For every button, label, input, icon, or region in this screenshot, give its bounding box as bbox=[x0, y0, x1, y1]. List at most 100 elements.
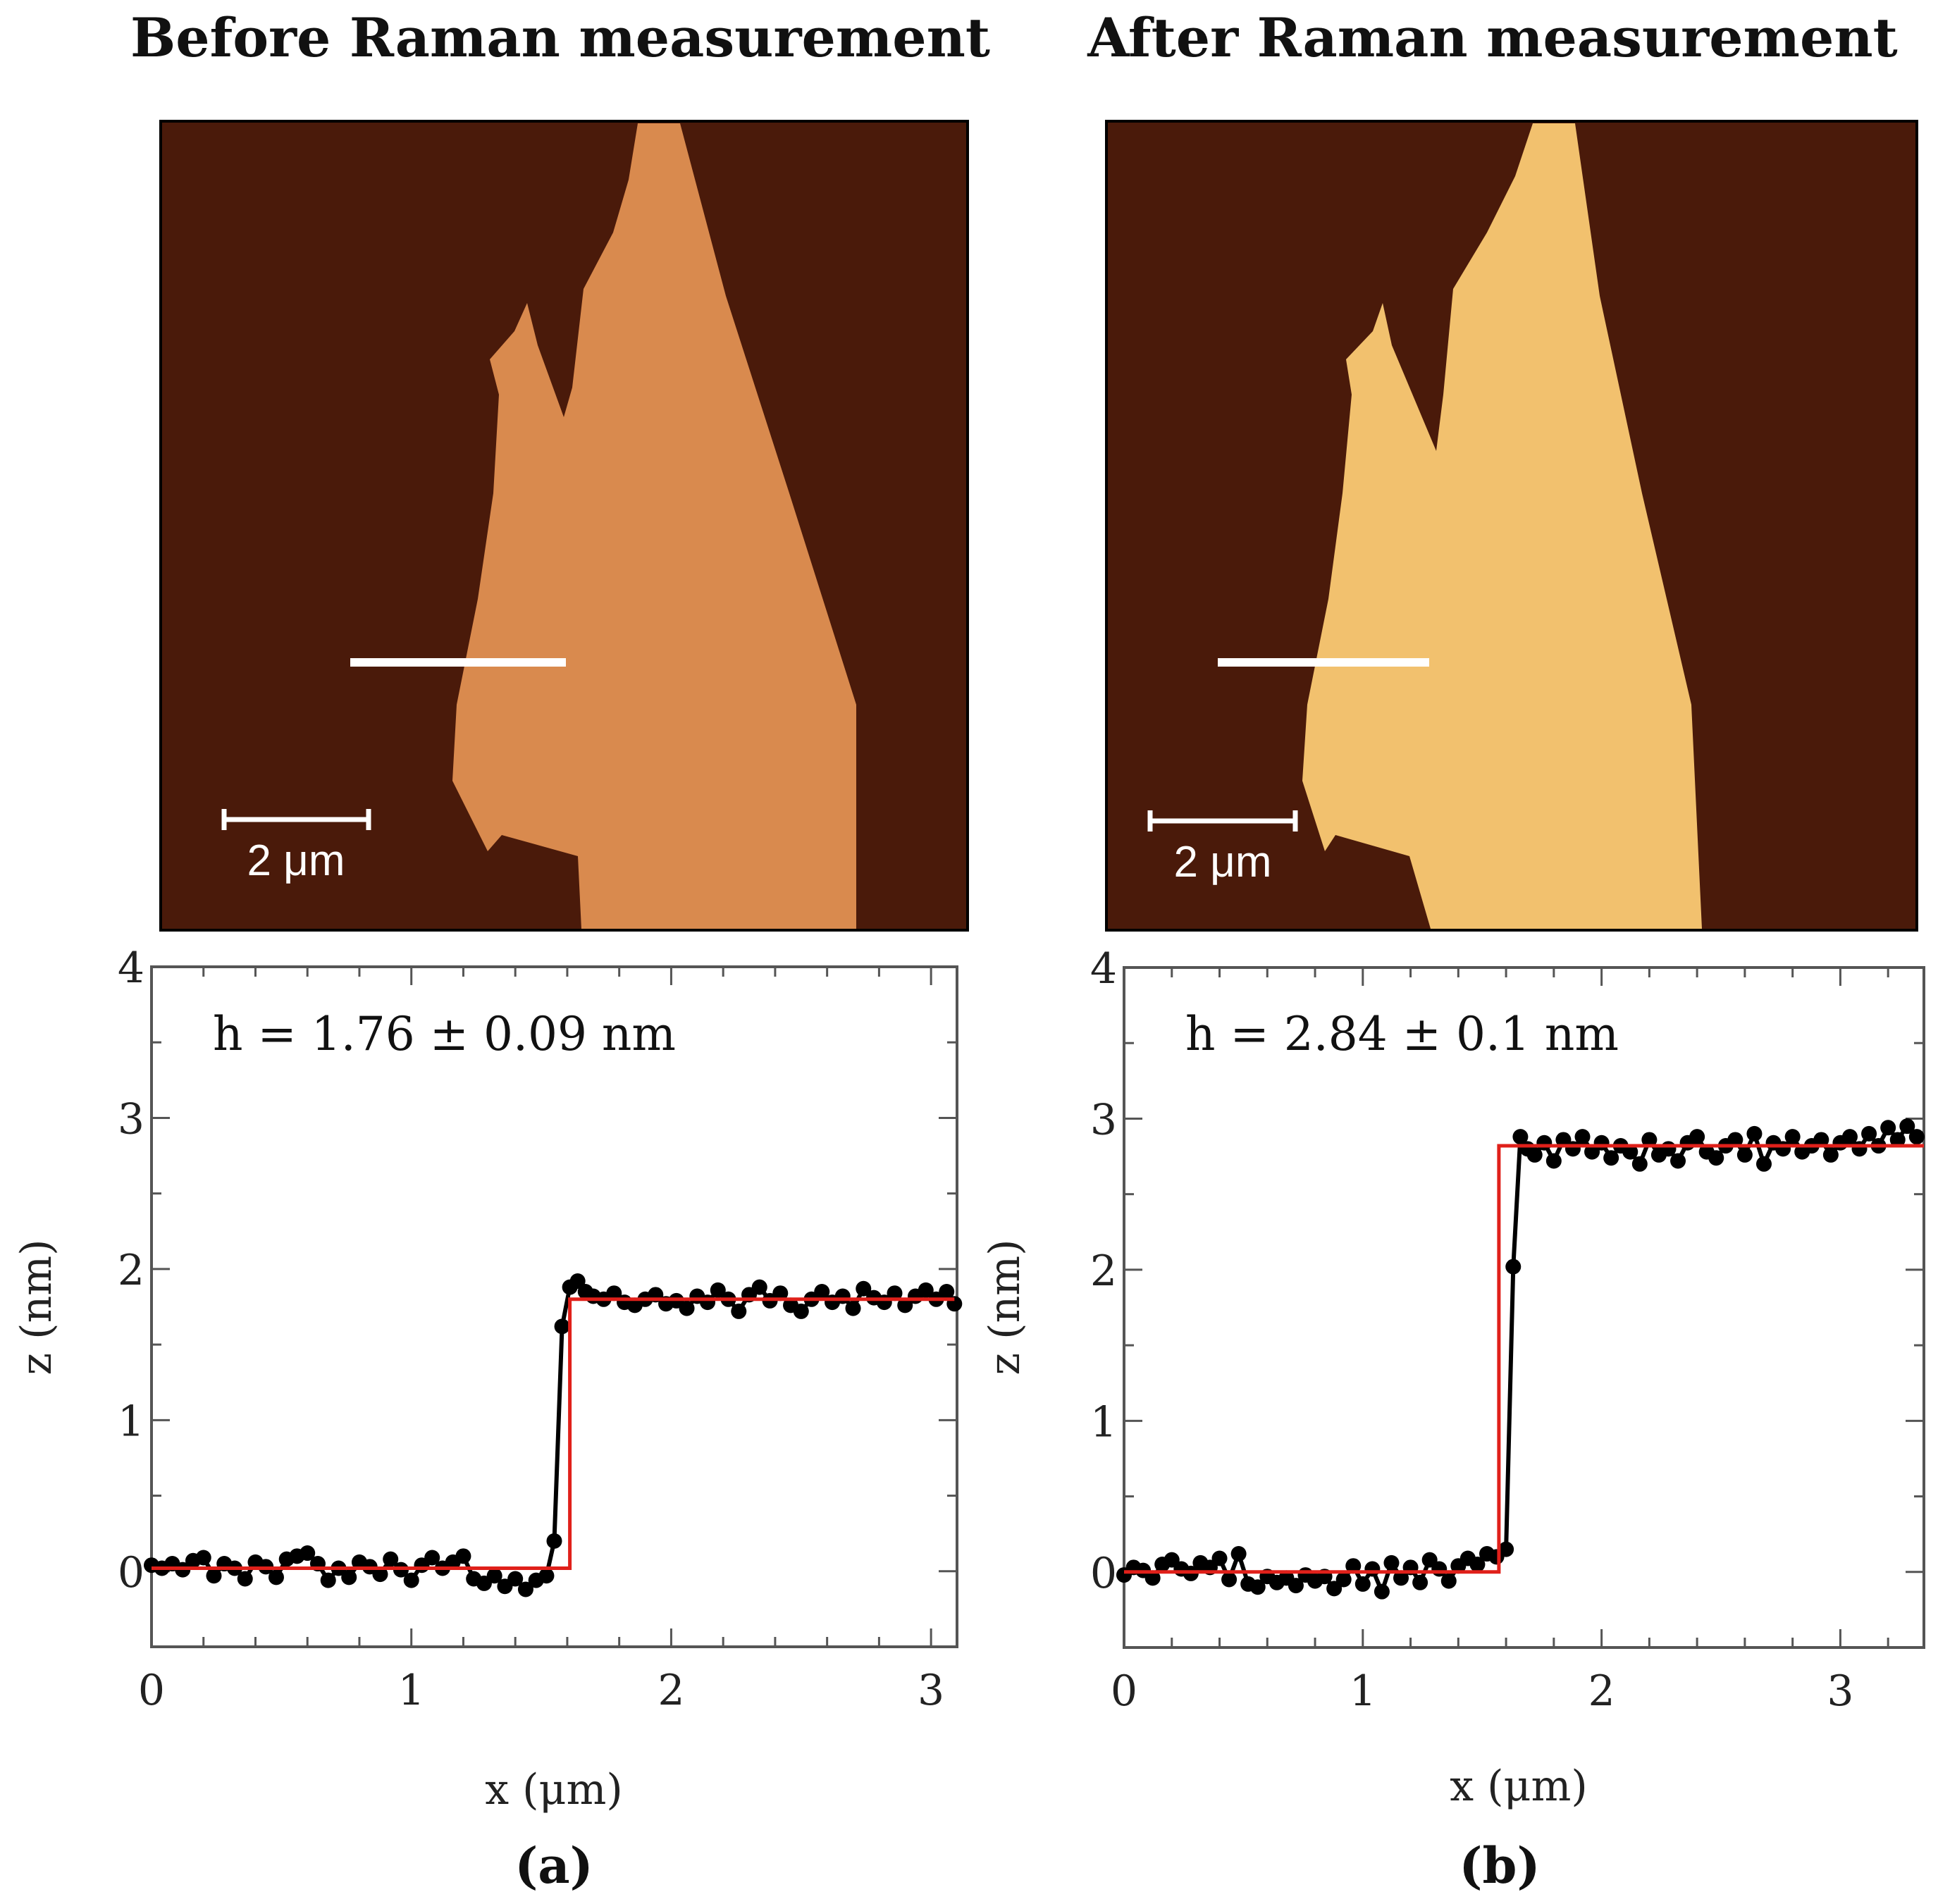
y-tick-label: 1 bbox=[1090, 1397, 1117, 1447]
data-point bbox=[237, 1571, 253, 1587]
data-point bbox=[1670, 1153, 1686, 1169]
data-point bbox=[1660, 1141, 1677, 1157]
afm-image-after: 2 μm bbox=[1105, 120, 1918, 932]
title-before: Before Raman measurement bbox=[130, 6, 990, 69]
y-tick-label: 1 bbox=[118, 1397, 144, 1446]
title-after: After Raman measurement bbox=[1087, 6, 1897, 69]
data-point bbox=[772, 1285, 789, 1302]
data-point bbox=[710, 1282, 726, 1298]
data-point bbox=[1469, 1557, 1486, 1573]
data-point bbox=[1221, 1571, 1238, 1588]
data-point bbox=[1144, 1570, 1161, 1586]
tick-marks bbox=[150, 965, 957, 1648]
data-point bbox=[1564, 1141, 1581, 1157]
data-point bbox=[834, 1288, 851, 1304]
data-point bbox=[1784, 1129, 1801, 1145]
data-point bbox=[1841, 1129, 1858, 1145]
data-point bbox=[1641, 1132, 1658, 1148]
data-point bbox=[1689, 1129, 1705, 1145]
data-point bbox=[372, 1566, 388, 1583]
scale-bar: 2 μm bbox=[1147, 810, 1298, 886]
data-point bbox=[845, 1300, 861, 1316]
height-annotation: h = 2.84 ± 0.1 nm bbox=[1185, 1007, 1619, 1061]
data-point bbox=[1249, 1579, 1266, 1595]
x-tick-label: 1 bbox=[398, 1666, 425, 1715]
data-point bbox=[403, 1572, 419, 1588]
data-point bbox=[1431, 1561, 1448, 1577]
y-tick-label: 3 bbox=[118, 1094, 144, 1144]
data-point bbox=[1412, 1574, 1428, 1590]
data-point bbox=[206, 1568, 222, 1584]
data-point bbox=[918, 1282, 934, 1298]
data-point bbox=[1536, 1135, 1553, 1151]
data-point bbox=[1393, 1570, 1409, 1586]
y-axis-label: z (nm) bbox=[980, 1239, 1030, 1375]
data-point bbox=[1822, 1146, 1839, 1163]
data-point bbox=[1345, 1558, 1362, 1574]
y-tick-label: 0 bbox=[118, 1548, 144, 1597]
height-annotation: h = 1.76 ± 0.09 nm bbox=[213, 1007, 676, 1061]
data-point bbox=[1335, 1571, 1352, 1588]
data-point bbox=[300, 1545, 316, 1562]
height-profile-chart-a: 0 1 2 3 0 1 2 3 4 h = 1.76 ± 0.09 nm x (μm) z (n… bbox=[12, 944, 963, 1815]
step-fit-line bbox=[152, 1297, 955, 1570]
data-point bbox=[1526, 1146, 1543, 1163]
data-point bbox=[383, 1551, 399, 1567]
afm-flake bbox=[452, 123, 856, 929]
data-point bbox=[1364, 1561, 1381, 1577]
x-tick-label: 2 bbox=[1588, 1667, 1615, 1716]
tick-labels: 0 1 2 3 0 1 2 3 4 bbox=[1090, 944, 1854, 1716]
data-point bbox=[1288, 1578, 1304, 1594]
data-point bbox=[1574, 1129, 1591, 1145]
data-point bbox=[1889, 1132, 1906, 1148]
data-point bbox=[195, 1550, 211, 1566]
y-tick-label: 0 bbox=[1090, 1549, 1117, 1598]
scale-bar-label: 2 μm bbox=[1173, 838, 1271, 886]
data-marks bbox=[1116, 1118, 1925, 1600]
data-point bbox=[1383, 1554, 1400, 1571]
data-point bbox=[1545, 1153, 1562, 1169]
height-profile-chart-b: 0 1 2 3 0 1 2 3 4 h = 2.84 ± 0.1 nm x (μm) z (nm… bbox=[980, 944, 1925, 1811]
x-tick-label: 0 bbox=[1111, 1667, 1137, 1716]
data-point bbox=[1736, 1146, 1753, 1163]
data-point bbox=[554, 1318, 570, 1335]
step-fit-line bbox=[1124, 1144, 1924, 1574]
panel-label-a: (a) bbox=[514, 1836, 593, 1895]
data-point bbox=[1211, 1550, 1228, 1566]
data-marks bbox=[144, 1273, 963, 1597]
data-point bbox=[1861, 1125, 1877, 1142]
data-point bbox=[897, 1297, 913, 1313]
x-tick-label: 3 bbox=[1827, 1667, 1853, 1716]
data-point bbox=[1775, 1141, 1791, 1157]
data-point bbox=[569, 1273, 586, 1290]
afm-flake bbox=[1302, 123, 1702, 929]
data-point bbox=[731, 1303, 747, 1319]
data-point bbox=[1908, 1129, 1925, 1145]
data-point bbox=[1813, 1132, 1829, 1148]
afm-image-before: 2 μm bbox=[159, 120, 969, 932]
scale-bar: 2 μm bbox=[221, 809, 371, 885]
data-point bbox=[1727, 1132, 1743, 1148]
data-point bbox=[341, 1569, 357, 1585]
tick-labels: 0 1 2 3 0 1 2 3 4 bbox=[118, 944, 944, 1715]
x-axis-label: x (μm) bbox=[485, 1765, 623, 1815]
data-point bbox=[1899, 1118, 1915, 1135]
data-point bbox=[679, 1300, 695, 1316]
data-point bbox=[320, 1572, 336, 1588]
y-tick-label: 4 bbox=[118, 944, 144, 993]
data-point bbox=[1374, 1583, 1390, 1600]
data-point bbox=[1512, 1129, 1529, 1145]
scale-bar-label: 2 μm bbox=[247, 836, 345, 885]
data-point bbox=[455, 1548, 471, 1564]
data-point bbox=[793, 1303, 809, 1319]
data-point bbox=[1593, 1135, 1610, 1151]
y-axis-label: z (nm) bbox=[12, 1239, 61, 1375]
data-point bbox=[814, 1284, 830, 1300]
y-tick-label: 2 bbox=[118, 1246, 144, 1295]
data-point bbox=[1505, 1259, 1522, 1275]
y-tick-label: 4 bbox=[1090, 944, 1117, 994]
data-point bbox=[486, 1568, 502, 1584]
data-point bbox=[517, 1581, 533, 1597]
data-point bbox=[1708, 1150, 1724, 1166]
data-point bbox=[1851, 1141, 1868, 1157]
